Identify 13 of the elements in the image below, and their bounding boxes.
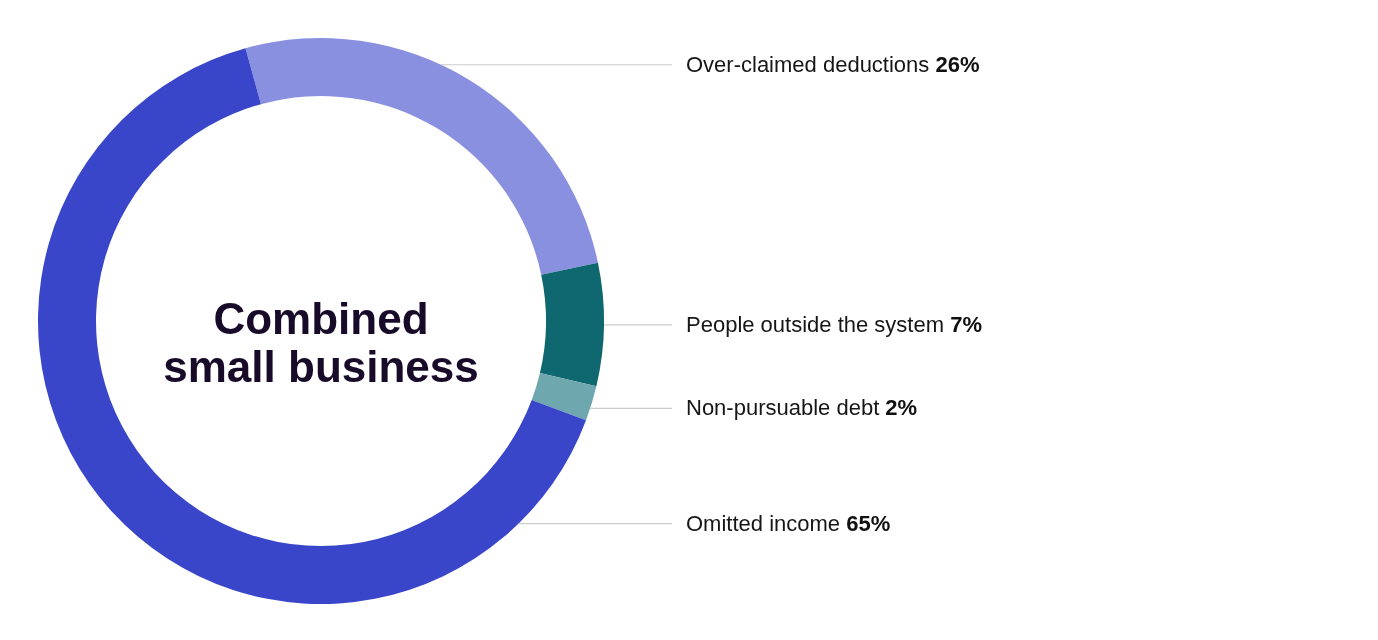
data-label: 2% bbox=[885, 395, 918, 421]
slice-label: Over-claimed deductions bbox=[686, 51, 930, 77]
slice-label: People outside the system bbox=[686, 311, 945, 337]
slice-label: Omitted income bbox=[686, 510, 841, 536]
donut-slice bbox=[539, 262, 604, 387]
data-label: 65% bbox=[846, 510, 891, 536]
slice-label: Non-pursuable debt bbox=[686, 395, 880, 421]
donut-slice bbox=[38, 48, 587, 604]
data-label: 7% bbox=[950, 311, 982, 337]
donut-slice bbox=[245, 38, 598, 275]
text: Combined small business bbox=[163, 294, 479, 391]
donut-slice bbox=[531, 372, 597, 421]
data-label: 26% bbox=[935, 51, 980, 77]
